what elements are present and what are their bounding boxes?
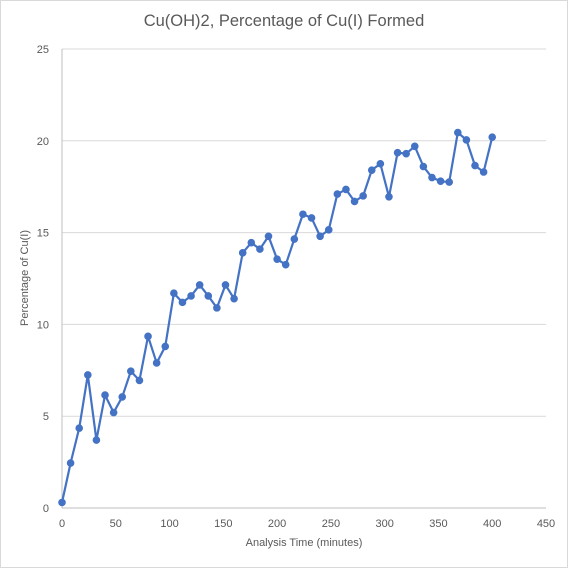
data-point bbox=[350, 197, 359, 206]
data-point bbox=[178, 298, 187, 307]
x-tick-label: 350 bbox=[429, 518, 447, 530]
data-point bbox=[333, 190, 342, 198]
data-point bbox=[428, 173, 436, 182]
series-line bbox=[60, 131, 494, 503]
data-point bbox=[264, 232, 273, 241]
data-point bbox=[84, 371, 92, 379]
data-point bbox=[213, 304, 221, 312]
chart-title: Cu(OH)2, Percentage of Cu(I) Formed bbox=[143, 12, 425, 30]
data-point bbox=[436, 177, 445, 185]
x-tick-label: 450 bbox=[537, 518, 555, 530]
data-point bbox=[170, 289, 178, 297]
x-tick-label: 150 bbox=[214, 518, 232, 530]
x-axis-label: Analysis Time (minutes) bbox=[245, 537, 363, 549]
data-point bbox=[299, 210, 307, 219]
data-point bbox=[221, 281, 230, 289]
data-point bbox=[144, 332, 152, 341]
data-point bbox=[410, 142, 419, 151]
gridlines bbox=[62, 48, 546, 417]
data-point bbox=[385, 192, 393, 201]
data-point bbox=[127, 367, 135, 376]
data-point bbox=[367, 166, 376, 174]
data-point bbox=[92, 436, 101, 444]
data-point bbox=[393, 148, 402, 157]
data-point bbox=[118, 393, 127, 401]
data-point bbox=[66, 459, 75, 467]
y-tick-label: 0 bbox=[43, 503, 49, 515]
y-tick-label: 10 bbox=[37, 319, 49, 331]
data-point bbox=[135, 376, 144, 385]
y-tick-label: 20 bbox=[37, 136, 49, 148]
x-tick-label: 100 bbox=[160, 518, 178, 530]
data-point bbox=[342, 185, 350, 194]
data-point bbox=[58, 498, 66, 507]
data-point bbox=[195, 281, 204, 289]
x-tick-label: 400 bbox=[483, 518, 501, 530]
data-point bbox=[273, 255, 281, 264]
x-tick-label: 300 bbox=[375, 518, 393, 530]
data-point bbox=[479, 168, 488, 176]
data-point bbox=[462, 136, 471, 144]
data-point bbox=[471, 161, 479, 170]
x-tick-label: 200 bbox=[268, 518, 286, 530]
data-point bbox=[101, 391, 109, 399]
data-series bbox=[58, 128, 497, 507]
y-tick-label: 15 bbox=[37, 228, 49, 240]
y-tick-label: 5 bbox=[43, 411, 49, 423]
data-point bbox=[230, 294, 238, 303]
data-point bbox=[316, 232, 324, 241]
data-point bbox=[187, 292, 195, 300]
data-point bbox=[419, 162, 428, 171]
data-point bbox=[152, 359, 161, 367]
data-point bbox=[290, 235, 299, 243]
data-point bbox=[204, 292, 213, 300]
x-tick-label: 0 bbox=[59, 518, 65, 530]
data-point bbox=[161, 342, 170, 351]
data-point bbox=[247, 238, 256, 247]
data-point bbox=[307, 214, 316, 222]
data-point bbox=[256, 245, 264, 253]
y-tick-label: 25 bbox=[37, 44, 49, 56]
data-point bbox=[109, 408, 118, 417]
axes bbox=[61, 49, 546, 509]
data-point bbox=[238, 248, 247, 257]
data-point bbox=[402, 149, 410, 158]
data-point bbox=[281, 260, 290, 269]
data-point bbox=[359, 192, 367, 200]
data-point bbox=[488, 133, 497, 141]
data-point bbox=[445, 178, 454, 186]
x-tick-label: 250 bbox=[322, 518, 340, 530]
data-point bbox=[324, 226, 333, 234]
x-tick-label: 50 bbox=[110, 518, 122, 530]
data-point bbox=[376, 159, 385, 168]
data-point bbox=[454, 128, 462, 137]
data-point bbox=[75, 424, 84, 432]
